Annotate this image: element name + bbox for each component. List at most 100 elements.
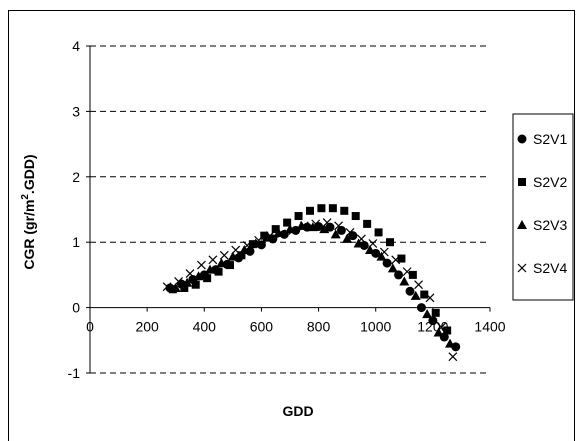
- data-point-s2v4: [391, 255, 401, 265]
- data-point-s2v2: [226, 261, 234, 270]
- data-point-s2v4: [402, 267, 412, 277]
- data-point-s2v3: [262, 232, 273, 242]
- data-point-s2v4: [379, 247, 389, 257]
- y-tick-label: 3: [72, 103, 80, 119]
- points-layer: [162, 204, 461, 362]
- ticks-layer: -1 0 1 2 3 4 0 200 400 600 800 1000 1200 1400: [68, 38, 506, 381]
- data-point-s2v3: [216, 258, 227, 268]
- data-point-s2v4: [219, 250, 229, 260]
- data-point-s2v1: [382, 258, 392, 268]
- data-point-s2v3: [353, 238, 364, 248]
- data-point-s2v4: [265, 231, 275, 241]
- y-axis-title: CGR (gr/m2.GDD): [20, 154, 37, 269]
- data-point-s2v2: [431, 308, 440, 317]
- legend-marker-s2v3: [517, 220, 527, 229]
- cross-stroke: [311, 219, 321, 229]
- cross-stroke: [299, 221, 309, 231]
- data-point-s2v2: [363, 219, 372, 228]
- data-point-s2v2: [397, 254, 406, 263]
- data-point-s2v2: [203, 274, 212, 283]
- legend-marker-s2v4: [517, 263, 527, 273]
- data-point-s2v1: [428, 316, 438, 326]
- y-axis-title-superscript: 2: [20, 194, 31, 200]
- cross-stroke: [265, 231, 275, 241]
- y-axis-title-tail: .GDD): [21, 154, 37, 194]
- data-point-s2v2: [180, 283, 189, 292]
- data-point-s2v3: [433, 327, 444, 337]
- x-tick-label: 200: [135, 319, 159, 335]
- data-point-s2v4: [345, 227, 355, 237]
- data-point-s2v3: [376, 251, 387, 261]
- legend-label-s2v4: S2V4: [533, 260, 567, 276]
- x-tick-label: 1400: [474, 319, 505, 335]
- cross-stroke: [231, 245, 241, 255]
- cross-stroke: [368, 239, 378, 248]
- data-point-s2v2: [317, 204, 326, 213]
- data-point-s2v3: [205, 264, 215, 274]
- cross-stroke: [517, 263, 527, 273]
- data-point-s2v4: [299, 221, 309, 231]
- data-point-s2v2: [271, 225, 280, 234]
- grid-layer: [90, 45, 490, 374]
- cross-stroke: [288, 226, 298, 235]
- data-point-s2v4: [368, 239, 378, 248]
- x-axis-title: GDD: [282, 403, 313, 419]
- y-axis-title-main: CGR (gr/m: [21, 200, 37, 270]
- data-point-s2v3: [193, 271, 204, 281]
- cross-stroke: [379, 247, 389, 257]
- data-point-s2v1: [359, 240, 369, 250]
- data-point-s2v3: [399, 276, 410, 286]
- data-point-s2v1: [416, 303, 426, 313]
- legend-label-s2v2: S2V2: [533, 174, 567, 190]
- legend-label-s2v1: S2V1: [533, 131, 567, 147]
- data-point-s2v2: [386, 238, 394, 247]
- legend-label-s2v3: S2V3: [533, 217, 567, 233]
- data-point-s2v4: [357, 234, 366, 244]
- legend-marker-s2v2: [518, 178, 526, 186]
- y-tick-label: 2: [72, 169, 80, 185]
- data-point-s2v3: [182, 277, 193, 287]
- data-point-s2v4: [197, 260, 206, 270]
- data-point-s2v3: [387, 263, 398, 273]
- data-point-s2v4: [208, 255, 218, 265]
- data-point-s2v2: [260, 231, 269, 240]
- chart-frame: [8, 10, 575, 441]
- data-point-s2v3: [365, 245, 375, 255]
- cross-stroke: [219, 250, 229, 260]
- data-point-s2v2: [283, 218, 292, 227]
- cross-stroke: [334, 221, 343, 231]
- cross-stroke: [254, 235, 263, 245]
- data-point-s2v4: [185, 269, 195, 279]
- data-point-s2v2: [420, 290, 429, 299]
- data-point-s2v3: [422, 309, 433, 319]
- data-point-s2v4: [254, 235, 263, 245]
- data-point-s2v2: [374, 228, 383, 237]
- data-point-s2v3: [319, 224, 330, 234]
- data-point-s2v2: [306, 206, 314, 215]
- cross-stroke: [448, 352, 458, 362]
- data-point-s2v3: [410, 290, 421, 300]
- data-point-s2v2: [214, 267, 223, 276]
- data-point-s2v3: [445, 338, 455, 348]
- cross-stroke: [197, 260, 206, 270]
- x-tick-label: 800: [307, 319, 331, 335]
- cross-stroke: [162, 282, 172, 292]
- cross-stroke: [277, 229, 286, 239]
- data-point-s2v4: [231, 245, 241, 255]
- x-tick-label: 1200: [417, 319, 448, 335]
- data-point-s2v1: [325, 222, 335, 232]
- y-tick-label: 1: [72, 234, 80, 250]
- data-point-s2v2: [191, 280, 200, 289]
- data-point-s2v2: [294, 212, 303, 221]
- data-point-s2v4: [322, 218, 332, 228]
- legend-marker-s2v1: [517, 134, 527, 144]
- data-point-s2v4: [311, 219, 321, 229]
- cross-stroke: [174, 277, 183, 286]
- x-tick-label: 0: [86, 319, 94, 335]
- data-point-s2v2: [351, 212, 360, 221]
- y-tick-label: 0: [72, 300, 80, 316]
- x-tick-label: 1000: [360, 319, 391, 335]
- data-point-s2v4: [448, 352, 458, 362]
- data-point-s2v1: [394, 270, 404, 280]
- cross-stroke: [402, 267, 412, 277]
